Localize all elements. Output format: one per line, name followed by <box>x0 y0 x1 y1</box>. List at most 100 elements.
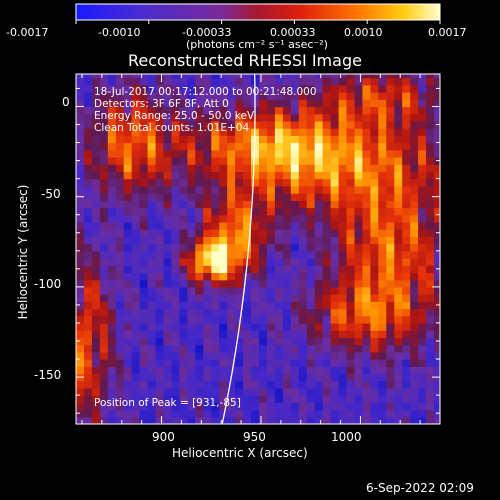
heatmap-cell <box>84 279 93 288</box>
heatmap-cell <box>354 128 364 136</box>
heatmap-cell <box>362 84 371 93</box>
heatmap-cell <box>84 330 93 338</box>
heatmap-cell <box>91 106 101 115</box>
heatmap-cell <box>346 229 356 237</box>
heatmap-cell <box>314 157 324 165</box>
heatmap-cell <box>282 243 292 252</box>
heatmap-cell <box>91 380 101 389</box>
heatmap-cell <box>402 236 411 245</box>
heatmap-cell <box>426 193 435 201</box>
heatmap-cell <box>410 330 419 338</box>
heatmap-cell <box>290 265 300 273</box>
heatmap-cell <box>386 337 395 346</box>
heatmap-cell <box>354 279 364 288</box>
heatmap-cell <box>346 380 356 389</box>
heatmap-cell <box>187 265 196 273</box>
heatmap-cell <box>298 157 308 165</box>
heatmap-cell <box>84 272 93 281</box>
heatmap-cell <box>211 157 220 165</box>
heatmap-cell <box>426 229 435 237</box>
heatmap-cell <box>354 387 364 396</box>
heatmap-cell <box>195 200 204 209</box>
heatmap-cell <box>123 106 133 115</box>
heatmap-cell <box>195 337 204 346</box>
heatmap-cell <box>402 106 411 115</box>
heatmap-cell <box>378 243 387 252</box>
heatmap-cell <box>434 185 440 194</box>
heatmap-cell <box>99 258 109 266</box>
heatmap-cell <box>370 135 379 144</box>
heatmap-cell <box>386 250 395 259</box>
heatmap-cell <box>147 395 157 403</box>
heatmap-cell <box>426 171 435 180</box>
heatmap-cell <box>163 308 173 317</box>
heatmap-cell <box>235 286 244 295</box>
heatmap-cell <box>203 200 212 209</box>
heatmap-cell <box>259 185 268 194</box>
heatmap-cell <box>155 229 165 237</box>
heatmap-cell <box>195 323 204 331</box>
heatmap-cell <box>267 294 276 302</box>
heatmap-cell <box>370 221 379 230</box>
heatmap-cell <box>394 92 403 100</box>
heatmap-cell <box>434 214 440 223</box>
heatmap-cell <box>203 207 212 216</box>
heatmap-cell <box>243 149 252 158</box>
heatmap-cell <box>306 92 316 100</box>
heatmap-cell <box>346 164 356 172</box>
heatmap-cell <box>370 84 379 93</box>
heatmap-cell <box>418 221 427 230</box>
heatmap-cell <box>338 207 348 216</box>
heatmap-cell <box>306 157 316 165</box>
heatmap-cell <box>370 279 379 288</box>
heatmap-cell <box>426 74 435 79</box>
heatmap-cell <box>91 409 101 418</box>
heatmap-cell <box>203 120 212 129</box>
heatmap-cell <box>267 359 276 367</box>
heatmap-cell <box>386 185 395 194</box>
heatmap-cell <box>235 258 244 266</box>
heatmap-cell <box>322 200 332 209</box>
heatmap-cell <box>274 330 284 338</box>
heatmap-cell <box>155 258 165 266</box>
heatmap-cell <box>147 380 157 389</box>
heatmap-cell <box>418 128 427 136</box>
heatmap-cell <box>115 330 125 338</box>
heatmap-cell <box>91 387 101 396</box>
heatmap-cell <box>91 330 101 338</box>
heatmap-cell <box>362 171 371 180</box>
heatmap-cell <box>282 229 292 237</box>
heatmap-cell <box>426 128 435 136</box>
heatmap-cell <box>91 351 101 360</box>
heatmap-cell <box>267 200 276 209</box>
heatmap-cell <box>290 157 300 165</box>
heatmap-cell <box>131 265 141 273</box>
heatmap-cell <box>282 258 292 266</box>
heatmap-cell <box>259 265 268 273</box>
heatmap-cell <box>131 164 141 172</box>
heatmap-cell <box>211 120 220 129</box>
heatmap-cell <box>195 84 204 93</box>
heatmap-cell <box>211 330 220 338</box>
heatmap-cell <box>330 323 340 331</box>
heatmap-cell <box>274 157 284 165</box>
heatmap-cell <box>426 149 435 158</box>
heatmap-cell <box>139 315 149 324</box>
heatmap-cell <box>76 308 85 317</box>
heatmap-cell <box>171 214 181 223</box>
heatmap-cell <box>274 402 284 411</box>
heatmap-cell <box>322 344 332 353</box>
heatmap-cell <box>243 416 252 424</box>
heatmap-cell <box>76 250 85 259</box>
heatmap-cell <box>227 395 236 403</box>
heatmap-cell <box>131 243 141 252</box>
heatmap-cell <box>131 193 141 201</box>
heatmap-cell <box>386 214 395 223</box>
heatmap-cell <box>267 409 276 418</box>
heatmap-cell <box>123 99 133 108</box>
heatmap-cell <box>131 387 141 396</box>
heatmap-cell <box>251 214 260 223</box>
heatmap-cell <box>107 359 117 367</box>
heatmap-cell <box>107 99 117 108</box>
heatmap-cell <box>354 77 364 86</box>
